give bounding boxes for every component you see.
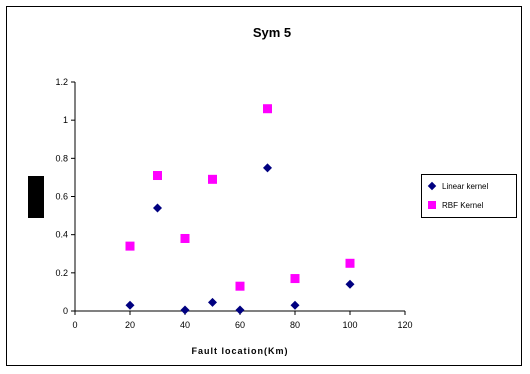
linear-kernel-point — [180, 305, 190, 315]
rbf-kernel-point — [125, 241, 135, 251]
linear-kernel-point — [153, 203, 162, 213]
legend-label-linear: Linear kernel — [442, 181, 489, 191]
y-tick-label: 1.2 — [55, 77, 68, 87]
diamond-marker-icon — [427, 181, 437, 191]
square-marker-icon — [428, 201, 436, 209]
y-tick-label: 0.4 — [55, 230, 68, 240]
chart-title: Sym 5 — [253, 25, 291, 40]
legend: Linear kernel RBF Kernel — [421, 174, 517, 218]
y-tick-label: 0 — [63, 306, 68, 316]
x-axis-label: Fault location(Km) — [192, 346, 289, 356]
legend-item-linear: Linear kernel — [427, 180, 489, 192]
legend-item-rbf: RBF Kernel — [428, 199, 483, 211]
axes: 0 0.2 0.4 0.6 0.8 1 1.2 0 20 40 60 80 100 120 — [55, 77, 412, 330]
linear-kernel-point — [208, 297, 217, 307]
rbf-kernel-point — [345, 258, 355, 268]
x-tick-label: 40 — [180, 320, 190, 330]
rbf-kernel-point — [235, 281, 245, 291]
y-tick-label: 1 — [63, 115, 68, 125]
x-tick-label: 0 — [72, 320, 77, 330]
rbf-kernel-point — [290, 274, 300, 284]
linear-kernel-point — [290, 300, 300, 310]
legend-label-rbf: RBF Kernel — [442, 200, 484, 210]
rbf-kernel-point — [153, 171, 162, 181]
x-tick-label: 60 — [235, 320, 245, 330]
linear-kernel-point — [235, 305, 245, 315]
data-points — [125, 104, 355, 315]
x-tick-label: 100 — [342, 320, 357, 330]
y-tick-label: 0.8 — [55, 153, 68, 163]
x-tick-label: 120 — [397, 320, 412, 330]
redaction-box — [28, 176, 44, 218]
rbf-kernel-point — [180, 233, 190, 243]
y-tick-label: 0.2 — [55, 268, 68, 278]
x-tick-label: 80 — [290, 320, 300, 330]
linear-kernel-point — [345, 279, 355, 289]
linear-kernel-point — [263, 163, 272, 173]
y-tick-label: 0.6 — [55, 192, 68, 202]
rbf-kernel-point — [208, 174, 217, 184]
linear-kernel-point — [125, 300, 135, 310]
x-tick-label: 20 — [125, 320, 135, 330]
rbf-kernel-point — [263, 104, 272, 114]
